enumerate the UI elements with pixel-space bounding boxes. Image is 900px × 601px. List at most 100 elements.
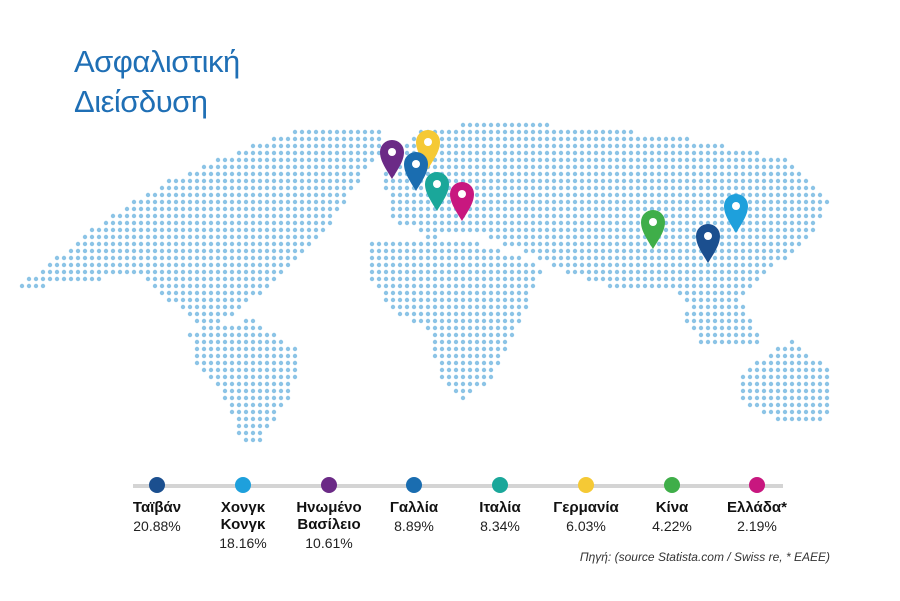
map-dot [481,360,487,366]
map-dot [334,129,340,135]
map-dot [467,248,473,254]
map-dot [502,136,508,142]
map-dot [474,220,480,226]
map-dot [439,220,445,226]
map-dot [243,290,249,296]
map-dot [691,178,697,184]
map-dot [551,178,557,184]
map-dot [684,220,690,226]
map-dot [446,213,452,219]
map-dot [481,171,487,177]
map-dot [285,206,291,212]
map-dot [257,381,263,387]
map-dot [607,276,613,282]
map-dot [334,199,340,205]
map-dot [439,311,445,317]
map-dot [222,339,228,345]
map-dot [278,269,284,275]
map-dot [565,269,571,275]
map-dot [691,234,697,240]
map-dot [586,227,592,233]
map-dot [677,220,683,226]
map-dot [271,220,277,226]
map-dot [600,171,606,177]
map-dot [824,381,830,387]
country-value: 2.19% [737,518,777,534]
map-dot [684,143,690,149]
map-dot [488,136,494,142]
map-dot [243,430,249,436]
map-dot [299,157,305,163]
map-dot [551,255,557,261]
map-dot [789,206,795,212]
title-line: Ασφαλιστική [74,44,240,79]
map-dot [523,276,529,282]
map-dot [726,255,732,261]
map-dot [740,248,746,254]
map-dot [712,318,718,324]
map-dot [593,276,599,282]
map-dot [544,220,550,226]
map-dot [180,192,186,198]
map-dot [635,199,641,205]
map-dot [418,248,424,254]
map-dot [691,276,697,282]
map-dot [488,325,494,331]
map-dot [208,234,214,240]
map-dot [411,213,417,219]
map-dot [712,262,718,268]
map-dot [740,171,746,177]
map-dot [320,178,326,184]
map-dot [173,227,179,233]
map-dot [341,192,347,198]
map-dot [292,150,298,156]
map-dot [173,297,179,303]
map-dot [187,283,193,289]
map-dot [271,136,277,142]
map-dot [516,283,522,289]
map-dot [810,395,816,401]
map-dot [180,283,186,289]
map-dot [621,129,627,135]
map-dot [250,227,256,233]
map-dot [684,255,690,261]
map-dot [670,248,676,254]
country-value: 4.22% [652,518,692,534]
map-dot [782,178,788,184]
map-dot [530,199,536,205]
map-dot [208,318,214,324]
map-dot [782,157,788,163]
map-dot [614,234,620,240]
map-dot [418,262,424,268]
map-dot [453,339,459,345]
map-dot [439,339,445,345]
map-dot [243,157,249,163]
map-dot [516,150,522,156]
map-dot [453,171,459,177]
map-dot [495,227,501,233]
map-dot [446,339,452,345]
map-dot [789,346,795,352]
map-dot [502,227,508,233]
map-dot [369,241,375,247]
map-dot [208,255,214,261]
map-dot [747,269,753,275]
map-dot [348,178,354,184]
map-dot [61,269,67,275]
map-dot [257,339,263,345]
map-dot [621,178,627,184]
map-dot [278,136,284,142]
map-dot [572,269,578,275]
map-dot [677,213,683,219]
map-dot [348,164,354,170]
map-dot [257,171,263,177]
map-dot [516,136,522,142]
map-dot [544,143,550,149]
map-dot [565,171,571,177]
map-dot [677,171,683,177]
map-dot [530,206,536,212]
map-dot [299,227,305,233]
map-dot [789,171,795,177]
map-dot [684,136,690,142]
map-dot [481,178,487,184]
